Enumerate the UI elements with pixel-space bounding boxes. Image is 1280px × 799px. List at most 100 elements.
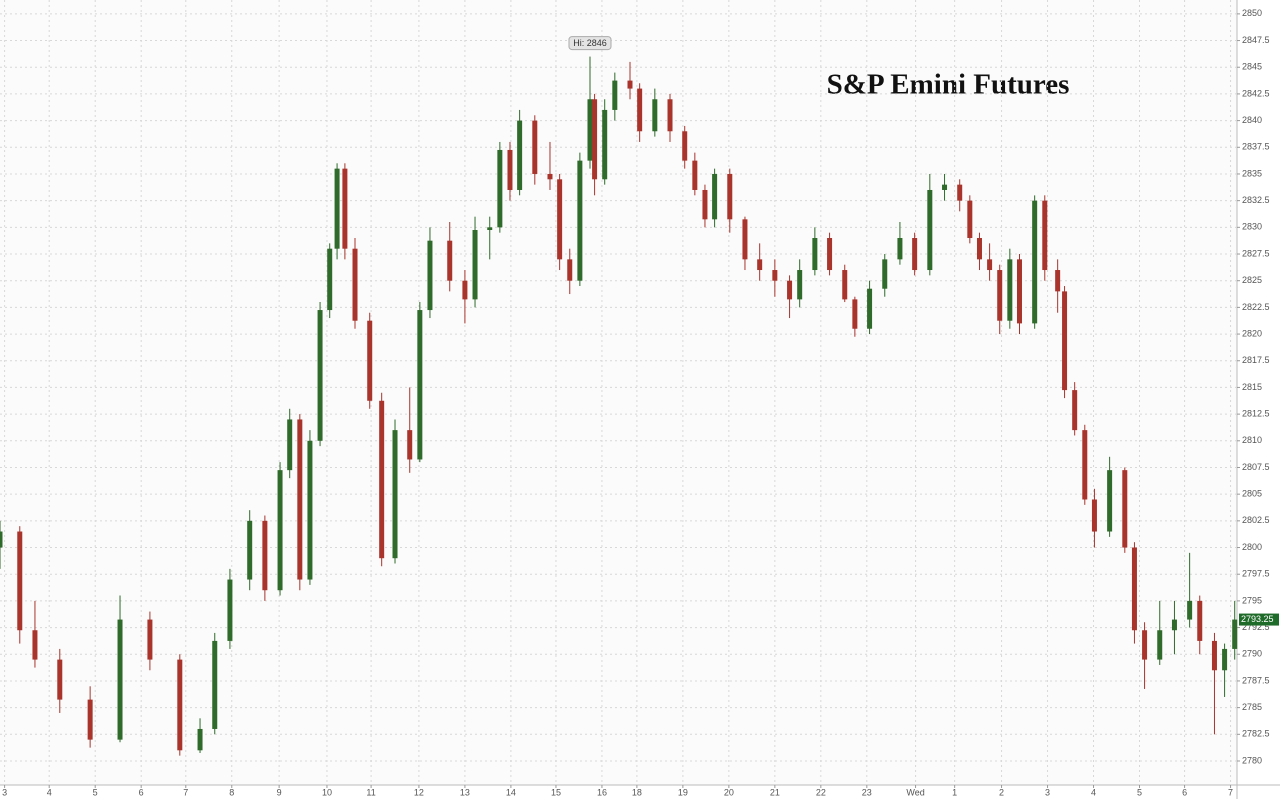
candle-body: [547, 173, 553, 180]
candle-body: [287, 419, 293, 471]
candle-body: [352, 248, 358, 321]
candle-body: [487, 227, 493, 231]
candle-body: [882, 259, 888, 289]
x-tick-label: Wed: [906, 787, 924, 797]
x-tick-label: 6: [139, 787, 144, 797]
candle-body: [517, 120, 523, 190]
candle-body: [57, 659, 63, 700]
candle-body: [637, 88, 643, 132]
x-tick-label: 19: [678, 787, 688, 797]
candle-body: [1171, 619, 1177, 631]
x-tick-label: 12: [414, 787, 424, 797]
y-tick-label: 2810: [1242, 435, 1262, 445]
y-tick-label: 2830: [1242, 222, 1262, 232]
candle-body: [997, 270, 1003, 321]
x-tick-label: 7: [1228, 787, 1233, 797]
candle-body: [212, 640, 218, 729]
candle-body: [987, 259, 993, 271]
candle-body: [1232, 619, 1238, 649]
x-tick-label: 13: [460, 787, 470, 797]
candle-body: [627, 80, 633, 89]
x-tick-label: 18: [632, 787, 642, 797]
candle-body: [852, 299, 858, 329]
x-tick-label: 1: [952, 787, 957, 797]
candle-body: [277, 470, 283, 591]
candle-body: [557, 179, 563, 260]
y-tick-label: 2850: [1242, 8, 1262, 18]
y-tick-label: 2800: [1242, 542, 1262, 552]
x-tick-label: 8: [229, 787, 234, 797]
candle-body: [1055, 270, 1061, 292]
candle-body: [472, 230, 478, 300]
y-tick-label: 2780: [1242, 755, 1262, 765]
x-tick-label: 7: [183, 787, 188, 797]
candle-body: [1142, 630, 1148, 660]
x-tick-label: 5: [93, 787, 98, 797]
candle-body: [612, 80, 618, 110]
y-tick-label: 2835: [1242, 168, 1262, 178]
candle-body: [87, 699, 93, 740]
candle-body: [17, 531, 23, 631]
candle-body: [957, 184, 963, 201]
candle-body: [897, 238, 903, 260]
candle-body: [727, 173, 733, 220]
candle-body: [32, 630, 38, 660]
y-tick-label: 2815: [1242, 382, 1262, 392]
candle-body: [1107, 470, 1113, 532]
x-tick-label: 23: [862, 787, 872, 797]
candle-body: [327, 248, 333, 311]
candle-body: [297, 419, 303, 580]
candle-body: [976, 238, 982, 260]
chart-title: S&P Emini Futures: [827, 69, 1070, 101]
candle-body: [1091, 499, 1097, 532]
candle-body: [702, 189, 708, 220]
candle-body: [742, 219, 748, 260]
candle-body: [334, 168, 340, 249]
candle-body: [262, 520, 268, 591]
x-tick-label: 15: [551, 787, 561, 797]
y-tick-label: 2787.5: [1242, 675, 1270, 685]
candle-body: [692, 160, 698, 190]
candle-body: [147, 619, 153, 660]
x-tick-label: 21: [770, 787, 780, 797]
candle-body: [1122, 470, 1128, 548]
candle-body: [1072, 390, 1078, 431]
candle-body: [927, 189, 933, 271]
candle-body: [247, 520, 253, 580]
last-price-box: [1239, 613, 1279, 626]
y-tick-label: 2817.5: [1242, 355, 1270, 365]
candle-body: [407, 430, 413, 460]
candle-body: [1157, 630, 1163, 660]
candle-body: [797, 270, 803, 300]
candle-body: [462, 280, 468, 300]
y-tick-label: 2792.5: [1242, 622, 1270, 632]
candle-body: [867, 288, 873, 329]
y-tick-label: 2802.5: [1242, 515, 1270, 525]
candle-body: [757, 259, 763, 271]
candle-body: [682, 131, 688, 161]
y-tick-label: 2807.5: [1242, 462, 1270, 472]
y-tick-label: 2795: [1242, 595, 1262, 605]
candle-body: [342, 168, 348, 249]
candle-body: [712, 173, 718, 220]
x-tick-label: 16: [597, 787, 607, 797]
annotation: Hi: 2846: [573, 38, 607, 48]
candle-body: [577, 160, 583, 281]
candle-body: [1032, 200, 1038, 324]
x-tick-label: 2: [999, 787, 1004, 797]
annotation-box: [568, 36, 612, 51]
candle-body: [787, 280, 793, 300]
y-tick-label: 2840: [1242, 115, 1262, 125]
y-tick-label: 2827.5: [1242, 248, 1270, 258]
x-tick-label: 10: [322, 787, 332, 797]
candle-body: [587, 99, 593, 161]
x-tick-label: 3: [2, 787, 7, 797]
y-tick-label: 2785: [1242, 702, 1262, 712]
candle-body: [197, 728, 203, 751]
candle-body: [1131, 547, 1137, 631]
candle-body: [227, 579, 233, 641]
candle-body: [0, 531, 3, 548]
y-tick-label: 2782.5: [1242, 729, 1270, 739]
candle-body: [1042, 200, 1048, 271]
